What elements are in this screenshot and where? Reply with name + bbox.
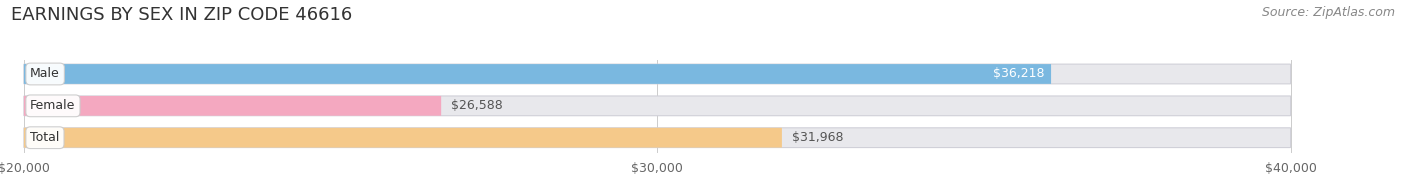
FancyBboxPatch shape xyxy=(24,96,441,116)
FancyBboxPatch shape xyxy=(24,128,782,148)
Text: Male: Male xyxy=(31,67,60,81)
FancyBboxPatch shape xyxy=(24,96,1291,116)
Text: Female: Female xyxy=(31,99,76,112)
Text: EARNINGS BY SEX IN ZIP CODE 46616: EARNINGS BY SEX IN ZIP CODE 46616 xyxy=(11,6,353,24)
Text: Total: Total xyxy=(31,131,59,144)
Text: $36,218: $36,218 xyxy=(993,67,1045,81)
Text: $31,968: $31,968 xyxy=(792,131,844,144)
Text: Source: ZipAtlas.com: Source: ZipAtlas.com xyxy=(1261,6,1395,19)
Text: $26,588: $26,588 xyxy=(451,99,503,112)
FancyBboxPatch shape xyxy=(24,64,1291,84)
FancyBboxPatch shape xyxy=(24,128,1291,148)
FancyBboxPatch shape xyxy=(24,64,1052,84)
